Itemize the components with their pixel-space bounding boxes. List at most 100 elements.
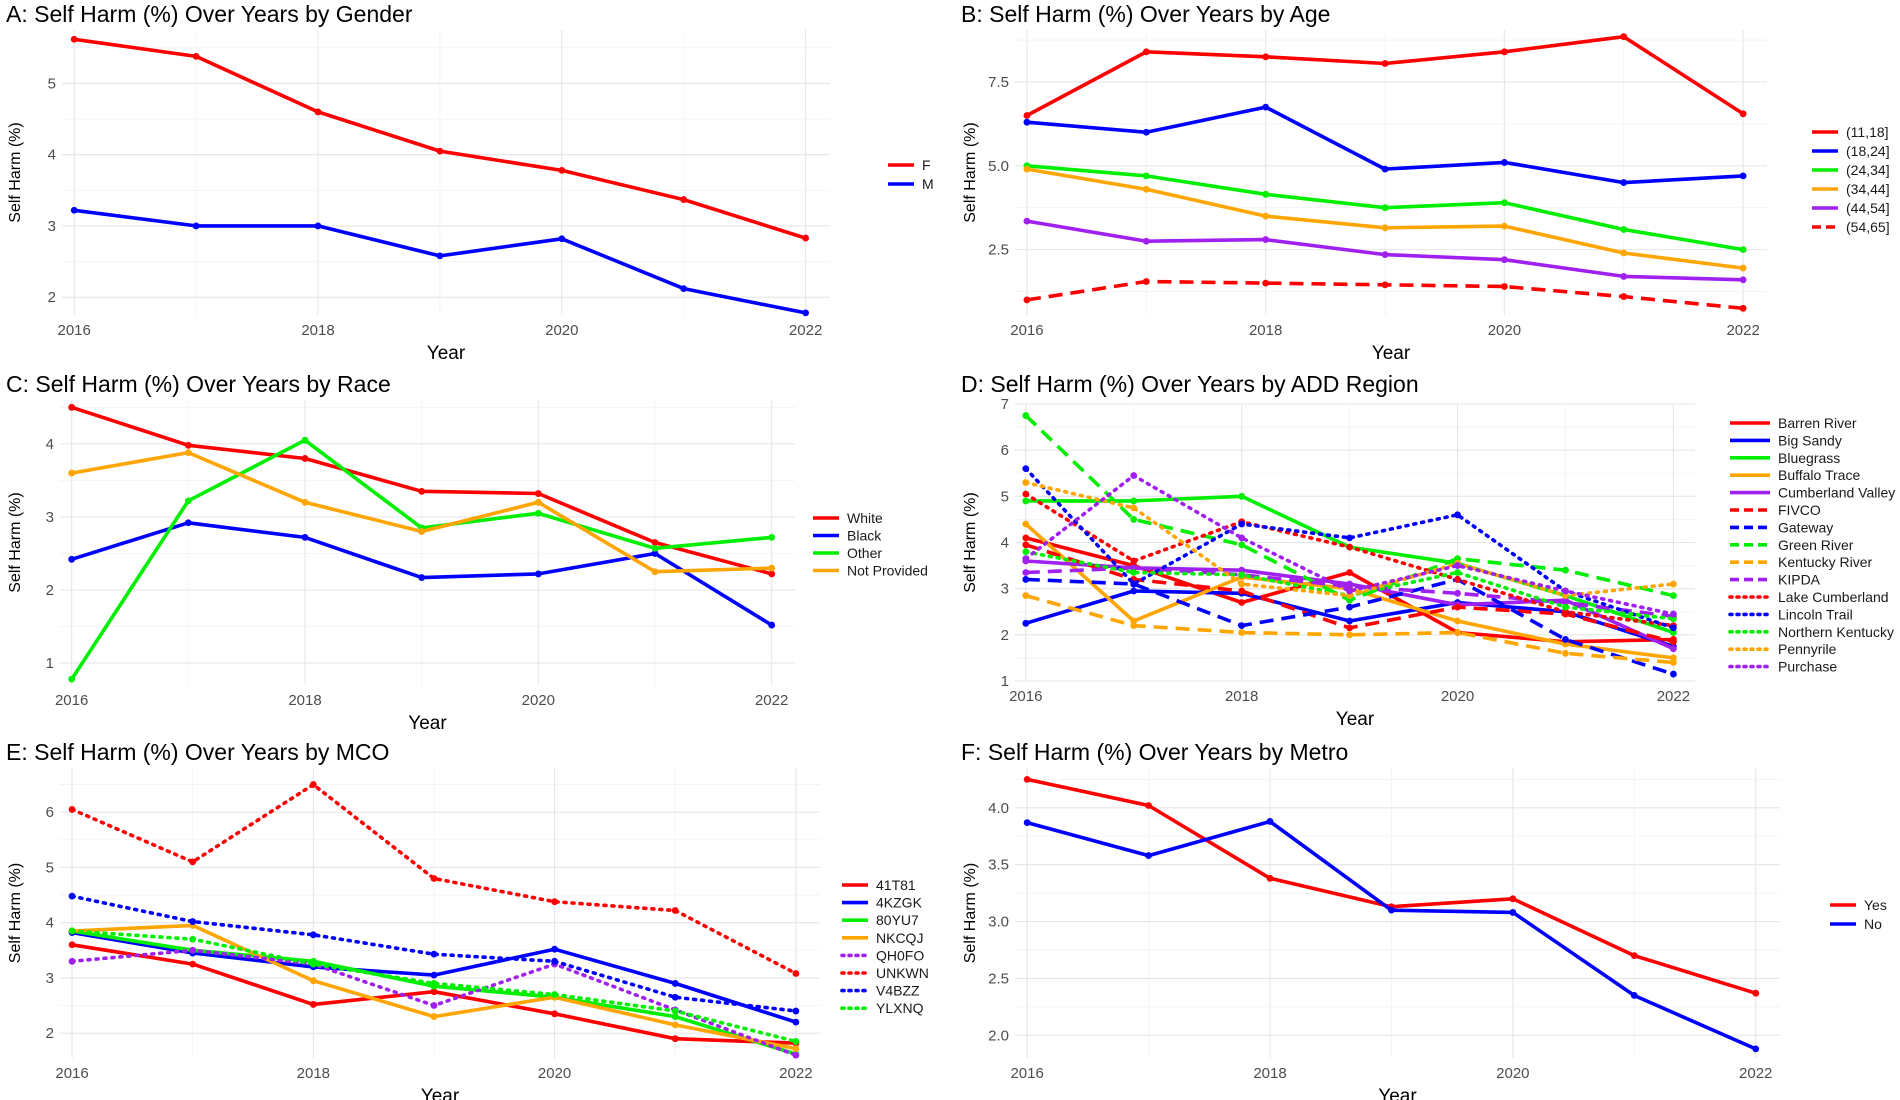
data-point (1130, 497, 1138, 505)
y-axis-title: Self Harm (%) (7, 492, 24, 592)
x-tick-label: 2020 (522, 692, 555, 709)
legend-item: Lincoln Trail (1728, 606, 1853, 622)
data-point (1022, 548, 1030, 556)
data-point (1500, 199, 1508, 207)
data-point (671, 980, 679, 987)
x-tick-label: 2016 (55, 692, 88, 709)
x-axis-title: Year (1372, 343, 1411, 364)
data-point (1500, 159, 1508, 166)
series-(34,44] (1023, 165, 1747, 272)
data-point (1130, 622, 1138, 629)
legend-label: Bluegrass (1778, 450, 1840, 466)
data-point (1238, 571, 1246, 579)
data-point (1752, 1045, 1760, 1053)
chart-title: C: Self Harm (%) Over Years by Race (6, 371, 391, 397)
y-axis-title: Self Harm (%) (962, 492, 979, 592)
data-point (792, 1018, 800, 1026)
data-point (189, 918, 197, 925)
legend-label: (34,44] (1846, 181, 1890, 197)
data-point (1739, 264, 1747, 272)
y-tick-label: 7.5 (988, 74, 1009, 91)
data-point (534, 490, 542, 497)
legend-label: (44,54] (1846, 200, 1890, 216)
data-point (436, 147, 444, 155)
data-point (558, 235, 566, 243)
legend-label: UNKWN (876, 965, 929, 981)
data-point (1562, 587, 1569, 595)
data-point (1500, 256, 1508, 264)
data-point (1142, 237, 1150, 245)
legend-item: Not Provided (813, 563, 928, 579)
data-point (551, 1010, 559, 1018)
data-point (1142, 185, 1150, 193)
legend-item: V4BZZ (840, 983, 920, 999)
legend-label: Kentucky River (1778, 554, 1872, 570)
data-point (1562, 649, 1569, 657)
data-point (189, 946, 197, 954)
y-tick-label: 6 (1001, 442, 1009, 459)
y-tick-label: 5 (1001, 488, 1009, 505)
data-point (802, 309, 810, 317)
y-tick-label: 5 (48, 75, 56, 92)
y-tick-label: 3 (48, 218, 56, 235)
data-point (1620, 179, 1628, 186)
data-point (1262, 103, 1270, 111)
data-point (1381, 251, 1389, 259)
series-Purchase (1022, 472, 1677, 618)
data-point (1023, 296, 1031, 304)
legend-label: FIVCO (1778, 502, 1821, 518)
x-tick-label: 2020 (1496, 1065, 1529, 1082)
data-point (1023, 165, 1031, 173)
data-point (1238, 520, 1246, 528)
y-tick-label: 1 (46, 655, 54, 672)
legend-label: (54,65] (1846, 219, 1890, 235)
data-point (1381, 224, 1389, 232)
data-point (1346, 603, 1354, 611)
y-tick-label: 7 (1001, 396, 1009, 413)
series-Black (68, 519, 776, 629)
legend-label: (24,34] (1846, 162, 1890, 178)
legend-item: KIPDA (1730, 572, 1821, 588)
data-point (184, 519, 192, 527)
data-point (68, 892, 76, 900)
data-point (1346, 534, 1354, 542)
data-point (430, 1013, 438, 1020)
data-point (792, 970, 800, 977)
legend-item: Buffalo Trace (1730, 467, 1860, 483)
data-point (1454, 617, 1461, 625)
y-tick-label: 4 (46, 915, 54, 932)
x-tick-label: 2020 (538, 1065, 571, 1082)
data-point (1238, 580, 1246, 588)
legend-item: Kentucky River (1730, 554, 1872, 570)
legend: Yes No (1830, 897, 1887, 932)
data-point (1130, 580, 1138, 588)
data-point (1670, 670, 1677, 678)
data-point (551, 991, 559, 998)
chart-title: B: Self Harm (%) Over Years by Age (961, 1, 1330, 27)
series-(54,65] (1023, 278, 1747, 312)
legend-item: Pennyrile (1728, 641, 1837, 657)
series-(44,54] (1023, 217, 1747, 284)
data-point (1346, 631, 1354, 639)
y-tick-label: 2 (1001, 627, 1009, 644)
data-point (1670, 645, 1677, 653)
legend-label: YLXNQ (876, 1000, 924, 1016)
data-point (1023, 118, 1031, 126)
panel-a: 2016 2018 2020 2022 2 3 4 5 A: Self Harm (%) Ove… (6, 1, 934, 364)
data-point (1346, 624, 1354, 632)
legend-label: Green River (1778, 537, 1854, 553)
data-point (651, 568, 659, 576)
data-point (792, 1045, 800, 1053)
data-point (184, 497, 192, 505)
grid (1015, 30, 1767, 315)
legend: FM (888, 157, 934, 192)
data-point (430, 875, 438, 882)
data-point (1670, 624, 1677, 632)
legend-label: 4KZGK (876, 895, 923, 911)
x-tick-label: 2016 (1010, 1065, 1043, 1082)
data-point (551, 945, 559, 953)
y-tick-label: 2 (46, 582, 54, 599)
data-point (671, 1021, 679, 1029)
data-point (1670, 580, 1677, 588)
